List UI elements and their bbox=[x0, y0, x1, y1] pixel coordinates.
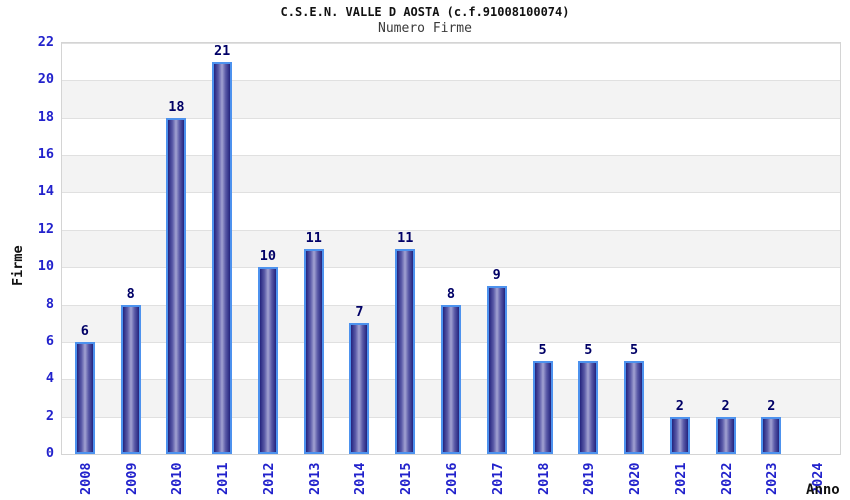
y-tick-label: 10 bbox=[37, 258, 54, 275]
gridline bbox=[62, 43, 840, 44]
bar-value-label: 2 bbox=[767, 397, 776, 414]
bar-value-label: 2 bbox=[675, 397, 684, 414]
y-tick-label: 18 bbox=[37, 108, 54, 125]
bar bbox=[761, 416, 782, 454]
x-tick-label: 2010 bbox=[169, 462, 186, 495]
gridline bbox=[62, 267, 840, 268]
x-tick-label: 2021 bbox=[672, 462, 689, 495]
bar bbox=[578, 360, 599, 454]
bar-value-label: 7 bbox=[355, 304, 364, 321]
y-tick-label: 4 bbox=[45, 370, 54, 387]
bar-value-label: 6 bbox=[80, 322, 89, 339]
grid-band bbox=[62, 155, 840, 193]
y-tick-label: 8 bbox=[45, 295, 54, 312]
chart-subtitle: Numero Firme bbox=[378, 21, 472, 36]
grid-band bbox=[62, 80, 840, 118]
y-tick-label: 12 bbox=[37, 220, 54, 237]
bar-value-label: 5 bbox=[538, 341, 547, 358]
y-tick-label: 6 bbox=[45, 332, 54, 349]
bar bbox=[120, 304, 141, 454]
x-tick-label: 2011 bbox=[215, 462, 232, 495]
x-tick-label: 2022 bbox=[718, 462, 735, 495]
plot-area: 6 8 18 21 10 11 7 11 8 9 5 5 5 2 2 2 bbox=[61, 42, 841, 455]
y-tick-label: 20 bbox=[37, 71, 54, 88]
y-tick-label: 0 bbox=[45, 445, 54, 461]
x-tick-label: 2017 bbox=[489, 462, 506, 495]
y-tick-label: 16 bbox=[37, 146, 54, 163]
y-tick-label: 2 bbox=[45, 407, 54, 424]
x-tick-label: 2014 bbox=[352, 462, 369, 495]
bar bbox=[669, 416, 690, 454]
grid-band bbox=[62, 229, 840, 268]
gridline bbox=[62, 230, 840, 231]
y-tick-label: 22 bbox=[37, 34, 54, 50]
chart-title: C.S.E.N. VALLE D AOSTA (c.f.91008100074) bbox=[280, 5, 570, 19]
bar bbox=[486, 285, 507, 454]
bar bbox=[257, 267, 278, 454]
x-tick-label: 2020 bbox=[627, 462, 644, 495]
x-tick-label: 2012 bbox=[260, 462, 277, 495]
bar-value-label: 18 bbox=[168, 98, 185, 115]
bar bbox=[74, 341, 95, 454]
x-tick-label: 2008 bbox=[77, 462, 94, 495]
bar bbox=[441, 304, 461, 454]
bar bbox=[349, 323, 370, 454]
gridline bbox=[62, 80, 840, 81]
bar-value-label: 8 bbox=[126, 285, 135, 302]
bar-value-label: 5 bbox=[584, 341, 593, 358]
x-tick-label: 2009 bbox=[123, 462, 140, 495]
bar-value-label: 11 bbox=[397, 229, 414, 246]
x-axis-label: Anno bbox=[806, 482, 840, 498]
bar-value-label: 8 bbox=[446, 285, 456, 302]
bar bbox=[166, 117, 187, 454]
bar-value-label: 5 bbox=[629, 341, 639, 358]
gridline bbox=[62, 118, 840, 119]
bar-value-label: 11 bbox=[305, 229, 322, 246]
gridline bbox=[62, 155, 840, 156]
bar bbox=[715, 416, 736, 454]
x-tick-label: 2019 bbox=[581, 462, 598, 495]
bar bbox=[532, 360, 553, 454]
x-tick-label: 2018 bbox=[535, 462, 552, 495]
bar bbox=[212, 61, 233, 454]
x-tick-label: 2016 bbox=[444, 462, 460, 495]
bar-value-label: 2 bbox=[721, 397, 730, 414]
x-tick-label: 2023 bbox=[764, 462, 781, 495]
bar bbox=[395, 248, 416, 454]
x-tick-label: 2015 bbox=[398, 462, 415, 495]
bar-value-label: 21 bbox=[214, 42, 231, 59]
bar-value-label: 10 bbox=[259, 248, 277, 265]
y-tick-label: 14 bbox=[37, 183, 54, 200]
x-tick-label: 2013 bbox=[306, 462, 323, 495]
bar bbox=[624, 360, 645, 454]
gridline bbox=[62, 192, 840, 193]
bar bbox=[303, 248, 324, 454]
bar-value-label: 9 bbox=[492, 266, 501, 283]
